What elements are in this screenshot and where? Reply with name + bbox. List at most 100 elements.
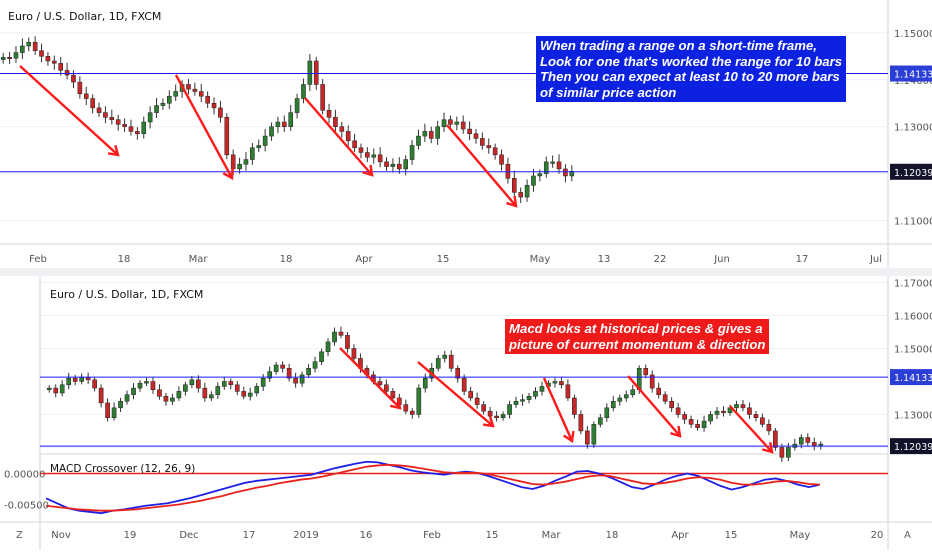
bottom-candle bbox=[98, 384, 104, 408]
zoom-corner-left[interactable]: Z bbox=[16, 530, 23, 541]
top-candle bbox=[460, 115, 466, 134]
bottom-candle bbox=[286, 363, 292, 382]
top-candle bbox=[473, 128, 479, 144]
annotation-line: of similar price action bbox=[540, 84, 677, 100]
bottom-candle bbox=[189, 376, 195, 389]
bottom-candle bbox=[247, 387, 253, 401]
top-candle bbox=[448, 115, 453, 129]
top-candle bbox=[390, 158, 396, 173]
top-candle bbox=[250, 143, 255, 165]
bottom-candle bbox=[598, 413, 603, 428]
bottom-candle bbox=[695, 419, 700, 431]
bottom-candle bbox=[299, 371, 305, 387]
time-tick: 20 bbox=[871, 530, 884, 541]
trend-arrow bbox=[19, 65, 120, 157]
price-tick: 1.15000 bbox=[894, 345, 932, 356]
bottom-candle bbox=[578, 410, 584, 435]
bottom-candle bbox=[202, 382, 208, 402]
bottom-candle bbox=[533, 387, 538, 400]
top-candle bbox=[397, 157, 402, 174]
top-annotation-box: When trading a range on a short-time fra… bbox=[536, 36, 847, 102]
bottom-candle bbox=[604, 403, 610, 422]
bottom-candle bbox=[649, 370, 655, 393]
time-tick: 15 bbox=[725, 530, 738, 541]
svg-text:1.12039: 1.12039 bbox=[894, 442, 932, 453]
bottom-candle bbox=[403, 399, 409, 415]
top-candle bbox=[428, 126, 434, 144]
auto-scale-button[interactable]: A bbox=[904, 530, 911, 541]
bottom-candle bbox=[474, 392, 480, 409]
top-candle bbox=[77, 76, 83, 99]
bottom-candle bbox=[591, 421, 597, 448]
top-candle bbox=[237, 157, 242, 174]
bottom-candle bbox=[766, 419, 772, 436]
time-tick: Feb bbox=[29, 254, 47, 265]
top-candle bbox=[205, 91, 210, 109]
time-tick: Mar bbox=[189, 254, 209, 265]
bottom-candle bbox=[617, 394, 623, 406]
top-candle bbox=[160, 98, 166, 110]
top-candle bbox=[26, 37, 32, 52]
top-candle bbox=[467, 121, 472, 141]
macd-indicator-label[interactable]: MACD Crossover (12, 26, 9) bbox=[50, 463, 195, 475]
top-chart-panel[interactable]: 1.150001.140001.130001.120001.110001.141… bbox=[0, 0, 932, 268]
top-candle bbox=[371, 148, 377, 164]
price-tick: 1.13000 bbox=[894, 123, 932, 134]
bottom-candle bbox=[559, 376, 564, 389]
top-candle bbox=[13, 46, 19, 63]
top-candle bbox=[122, 118, 127, 133]
top-candle bbox=[275, 116, 281, 134]
time-tick: 18 bbox=[280, 254, 293, 265]
svg-text:1.12039: 1.12039 bbox=[894, 168, 932, 179]
annotation-line: When trading a range on a short-time fra… bbox=[540, 38, 817, 53]
bottom-candle bbox=[701, 415, 707, 432]
top-candle bbox=[262, 129, 268, 152]
panel-divider[interactable] bbox=[0, 268, 932, 276]
top-candle bbox=[64, 62, 70, 80]
bottom-candle bbox=[500, 411, 506, 421]
bottom-candle bbox=[623, 390, 629, 402]
bottom-candle bbox=[585, 425, 590, 449]
price-tick: 1.16000 bbox=[894, 312, 932, 323]
bottom-trend-arrows bbox=[339, 347, 774, 454]
top-candle bbox=[288, 105, 293, 131]
top-candle bbox=[422, 123, 428, 142]
bottom-candle bbox=[448, 350, 454, 372]
top-candle bbox=[7, 51, 12, 65]
top-candle bbox=[96, 102, 102, 117]
bottom-candle bbox=[267, 366, 272, 382]
top-candle bbox=[384, 157, 389, 171]
bottom-candle bbox=[630, 384, 636, 398]
top-candle bbox=[20, 38, 25, 60]
current-price-badge: 1.12039 bbox=[890, 438, 932, 455]
time-tick: 17 bbox=[796, 254, 809, 265]
bottom-time-axis: Nov 19 Dec 17 2019 16 Feb 15 Mar 18 Apr 15 May 20 bbox=[51, 530, 883, 541]
bottom-candle bbox=[183, 381, 188, 396]
time-tick: 2019 bbox=[293, 530, 318, 541]
top-candle bbox=[186, 79, 191, 95]
top-candle bbox=[301, 78, 306, 104]
top-candle bbox=[211, 97, 217, 115]
top-chart-title: Euro / U.S. Dollar, 1D, FXCM bbox=[8, 10, 161, 23]
price-tick: 1.17000 bbox=[894, 279, 932, 290]
time-tick: 15 bbox=[437, 254, 450, 265]
top-candle bbox=[256, 139, 262, 153]
top-candle bbox=[531, 168, 536, 192]
time-tick: Apr bbox=[671, 530, 689, 541]
bottom-candle bbox=[552, 377, 558, 388]
macd-tick: -0.00500 bbox=[4, 501, 49, 512]
time-tick: 17 bbox=[243, 530, 256, 541]
bottom-candle bbox=[740, 400, 746, 412]
trend-arrow bbox=[417, 361, 495, 428]
bottom-chart-panel[interactable]: 0.00000 -0.00500 1.17000 1.16000 1.15000 1.1… bbox=[0, 276, 932, 550]
bottom-candle bbox=[416, 384, 422, 418]
bottom-candle bbox=[345, 331, 350, 353]
bottom-candle bbox=[312, 356, 318, 373]
bottom-candle bbox=[805, 433, 811, 446]
top-candle bbox=[58, 56, 63, 76]
bottom-price-chart[interactable]: 0.00000 -0.00500 1.17000 1.16000 1.15000 1.1… bbox=[0, 276, 932, 550]
bottom-candle bbox=[721, 406, 726, 417]
resistance-price-badge: 1.14133 bbox=[890, 369, 932, 386]
top-candles bbox=[0, 36, 575, 203]
top-candle bbox=[83, 86, 89, 106]
